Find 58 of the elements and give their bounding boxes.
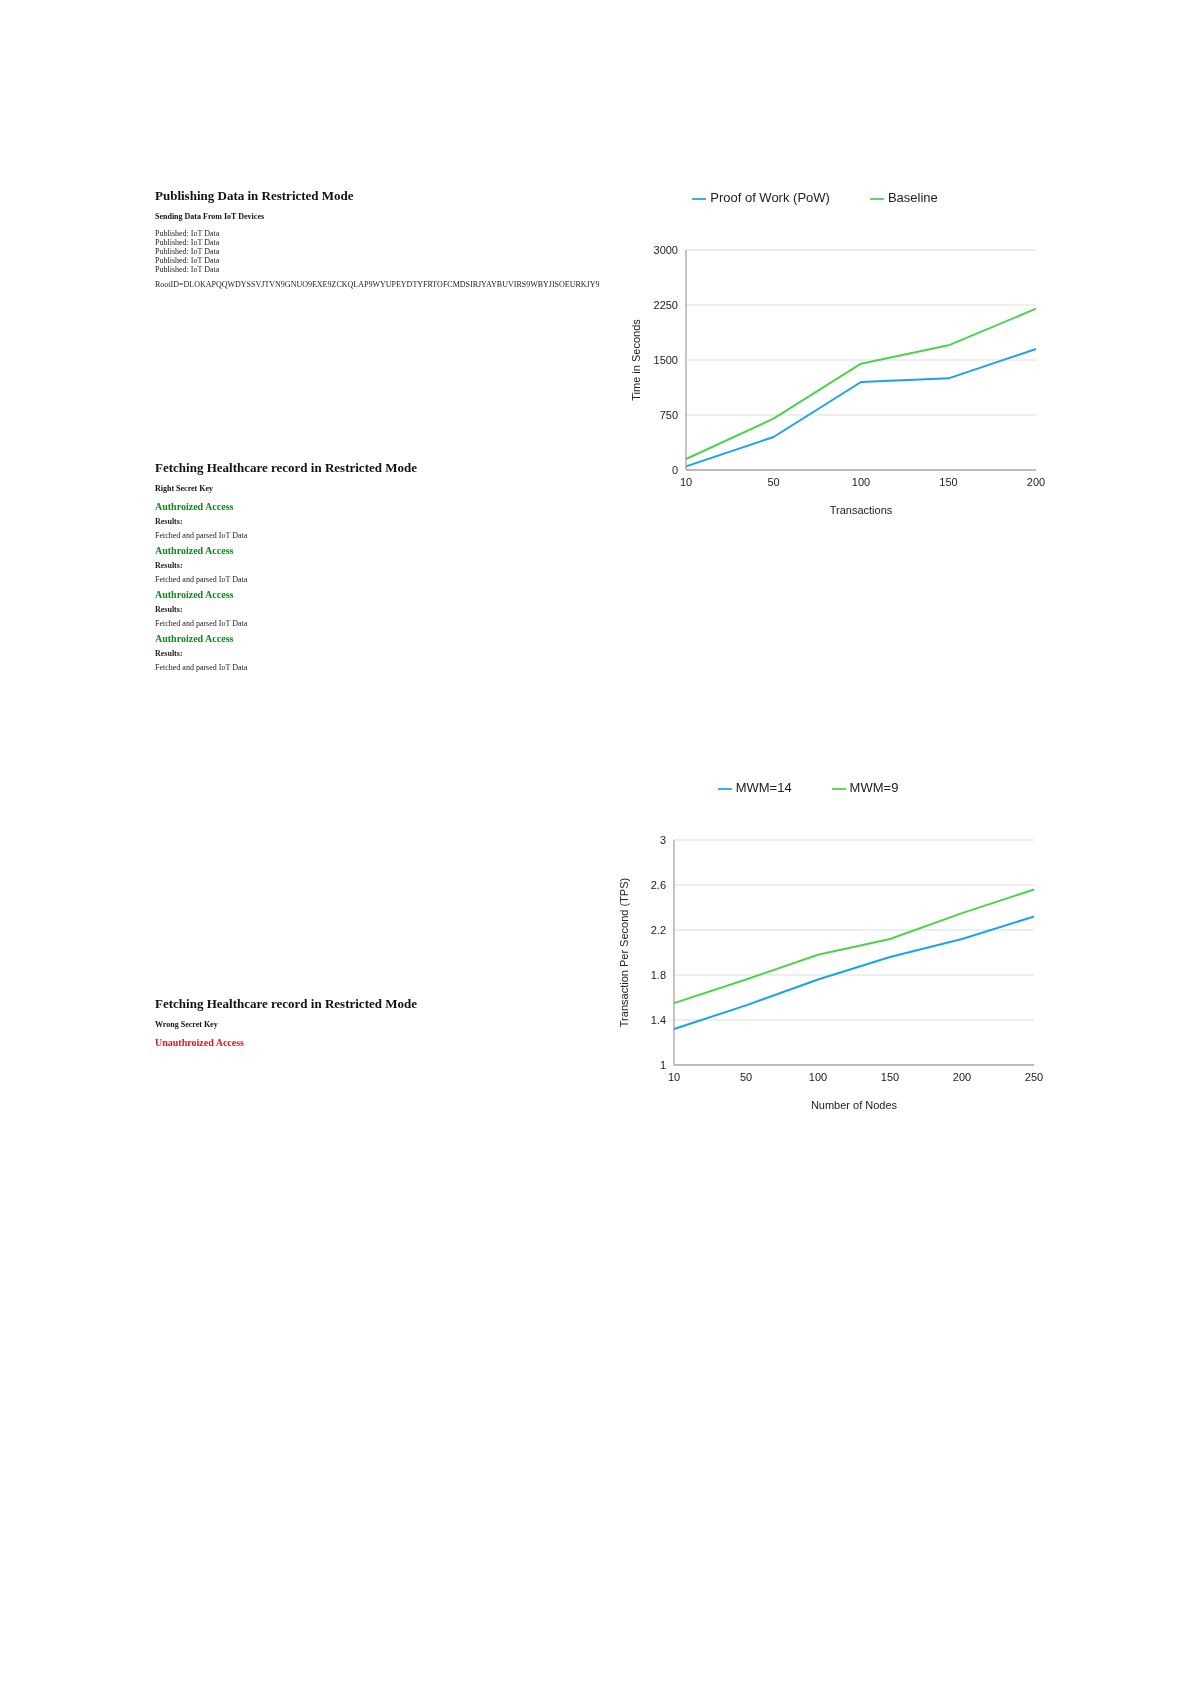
y-tick-label: 1.8 — [650, 968, 666, 981]
x-tick-label: 250 — [1024, 1070, 1044, 1083]
text: Sending Data From IoT Devices — [155, 212, 266, 221]
text: Unauthroized Access — [155, 1037, 245, 1048]
text: Results: — [155, 649, 184, 658]
text: RootID=DLOKAPQQWDYSSVJTVN9GNUO9EXE9ZCKQLAP9WYUPEYDTYFRTOFCMDSIRJYAYBUVIRS9WBYJISOEURKJY9 — [155, 280, 600, 289]
legend-label: MWM=14 — [735, 780, 792, 795]
text: Fetched and parsed IoT Data — [155, 619, 249, 628]
text: Authroized Access — [155, 545, 235, 556]
text: Published: IoT Data — [155, 238, 221, 247]
text: Fetching Healthcare record in Restricted Mode — [155, 996, 418, 1012]
text: Published: IoT Data — [155, 247, 221, 256]
x-axis-title: Number of Nodes — [810, 1099, 898, 1111]
y-tick-label: 750 — [659, 408, 678, 421]
text: Fetched and parsed IoT Data — [155, 531, 249, 540]
x-tick-label: 200 — [1026, 475, 1046, 488]
x-tick-label: 50 — [767, 475, 780, 488]
text: Published: IoT Data — [155, 229, 221, 238]
y-axis-title: Time in Seconds — [629, 318, 642, 401]
line-series — [673, 888, 1035, 1005]
line-series — [685, 307, 1037, 460]
x-tick-label: 100 — [851, 475, 871, 488]
text: Results: — [155, 605, 184, 614]
x-tick-label: 150 — [880, 1070, 900, 1083]
x-tick-label: 10 — [679, 475, 693, 488]
x-axis-title: Transactions — [829, 504, 893, 516]
text: Authroized Access — [155, 501, 235, 512]
text: Fetching Healthcare record in Restricted Mode — [155, 460, 418, 476]
text: Results: — [155, 561, 184, 570]
y-tick-label: 2.6 — [650, 878, 666, 891]
y-tick-label: 1.4 — [650, 1013, 666, 1026]
x-tick-label: 50 — [739, 1070, 753, 1083]
line-series — [673, 915, 1035, 1030]
y-tick-label: 2250 — [653, 298, 678, 311]
text: Right Secret Key — [155, 484, 215, 493]
y-axis-title: Transaction Per Second (TPS) — [617, 877, 630, 1028]
x-tick-label: 10 — [667, 1070, 681, 1083]
y-tick-label: 3000 — [653, 243, 678, 256]
text: Published: IoT Data — [155, 256, 221, 265]
text: Published: IoT Data — [155, 265, 221, 274]
legend-label: Proof of Work (PoW) — [710, 190, 830, 205]
text: Fetched and parsed IoT Data — [155, 575, 249, 584]
text: Results: — [155, 517, 184, 526]
text: Fetched and parsed IoT Data — [155, 663, 249, 672]
text: Authroized Access — [155, 589, 235, 600]
y-tick-label: 1 — [659, 1058, 666, 1071]
x-tick-label: 100 — [808, 1070, 828, 1083]
legend-label: MWM=9 — [849, 780, 899, 795]
text: Publishing Data in Restricted Mode — [155, 188, 355, 204]
x-tick-label: 150 — [939, 475, 958, 488]
y-tick-label: 3 — [659, 833, 666, 846]
y-tick-label: 2.2 — [650, 923, 666, 936]
legend-label: Baseline — [887, 190, 938, 205]
y-tick-label: 1500 — [653, 353, 678, 366]
y-tick-label: 0 — [671, 463, 678, 476]
text: Wrong Secret Key — [155, 1020, 219, 1029]
x-tick-label: 200 — [952, 1070, 972, 1083]
text: Authroized Access — [155, 633, 235, 644]
